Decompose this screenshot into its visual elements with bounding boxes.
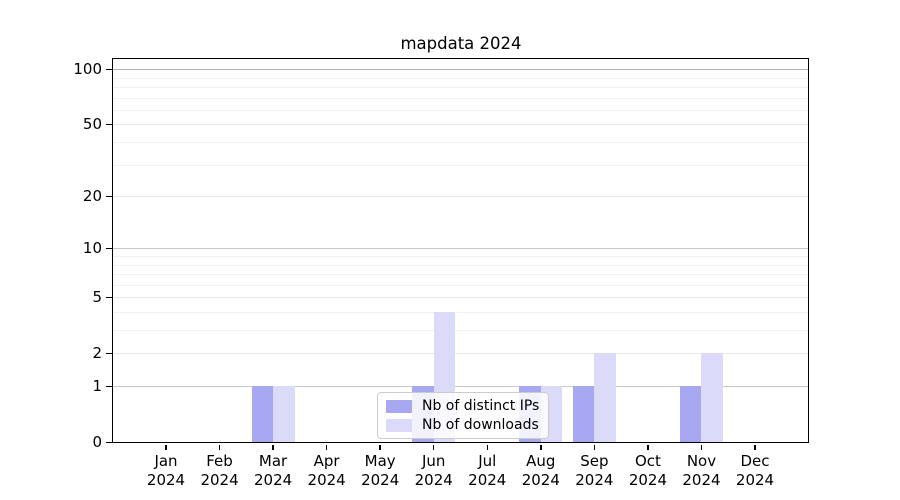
bar-nb-of-distinct-ips-nov [679, 386, 702, 442]
y-tick-mark [106, 247, 112, 250]
minor-gridline [113, 142, 808, 144]
x-tick-label-aug: Aug 2024 [521, 452, 560, 489]
minor-gridline [113, 97, 808, 99]
bar-nb-of-downloads-nov [701, 353, 723, 442]
x-tick-label-jan: Jan 2024 [146, 452, 186, 489]
y-tick-label: 2 [92, 344, 102, 363]
y-tick-mark [106, 68, 112, 71]
y-tick-mark [106, 123, 112, 126]
major-gridline [113, 248, 808, 250]
legend-label: Nb of distinct IPs [422, 398, 540, 414]
major-gridline [113, 297, 808, 299]
y-tick-label: 5 [92, 288, 102, 307]
minor-gridline [113, 164, 808, 166]
x-tick-mark [754, 445, 756, 450]
minor-gridline [113, 87, 808, 89]
minor-gridline [113, 264, 808, 266]
y-tick-mark [106, 385, 112, 387]
bar-nb-of-distinct-ips-sep [572, 386, 595, 442]
y-tick-mark [106, 195, 112, 198]
x-tick-label-oct: Oct 2024 [628, 452, 667, 489]
y-tick-label: 10 [82, 239, 102, 258]
y-tick-mark [106, 296, 112, 299]
x-tick-label-apr: Apr 2024 [307, 452, 346, 489]
legend: Nb of distinct IPs Nb of downloads [377, 392, 550, 439]
minor-gridline [113, 256, 808, 257]
x-tick-label-may: May 2024 [361, 452, 400, 489]
minor-gridline [113, 274, 808, 276]
legend-item-distinct-ips: Nb of distinct IPs [386, 398, 539, 414]
x-tick-mark [700, 445, 703, 450]
chart-title: mapdata 2024 [400, 34, 522, 53]
x-tick-mark [325, 445, 328, 450]
x-tick-label-jun: Jun 2024 [414, 452, 453, 489]
minor-gridline [113, 284, 808, 286]
minor-gridline [113, 330, 808, 332]
major-gridline [113, 196, 808, 198]
legend-label: Nb of downloads [422, 417, 539, 433]
bar-nb-of-distinct-ips-mar [251, 386, 274, 442]
y-tick-label: 100 [73, 60, 102, 79]
major-gridline [113, 69, 808, 71]
plot-area [112, 58, 809, 443]
x-tick-mark [486, 445, 489, 450]
major-gridline [113, 124, 808, 126]
x-tick-mark [432, 445, 435, 450]
y-tick-label: 20 [82, 187, 102, 206]
legend-swatch-distinct-ips-icon [386, 399, 412, 413]
x-tick-mark [540, 445, 542, 450]
x-tick-label-feb: Feb 2024 [200, 452, 239, 489]
x-tick-mark [272, 445, 274, 450]
legend-swatch-downloads-icon [386, 418, 412, 432]
y-tick-label: 50 [82, 115, 102, 134]
x-tick-label-sep: Sep 2024 [575, 452, 614, 489]
y-tick-mark [106, 441, 112, 443]
x-tick-label-dec: Dec 2024 [735, 452, 775, 489]
x-tick-label-mar: Mar 2024 [253, 452, 293, 489]
x-tick-mark [647, 445, 649, 450]
x-tick-mark [379, 445, 381, 450]
major-gridline [113, 386, 808, 387]
x-tick-mark [165, 445, 167, 450]
legend-item-downloads: Nb of downloads [386, 417, 539, 433]
x-tick-mark [218, 445, 221, 450]
minor-gridline [113, 77, 808, 79]
y-tick-mark [106, 352, 112, 355]
bar-nb-of-downloads-sep [594, 353, 616, 442]
minor-gridline [113, 311, 808, 313]
x-tick-mark [593, 445, 596, 450]
bar-nb-of-downloads-mar [273, 386, 295, 442]
minor-gridline [113, 109, 808, 111]
y-tick-label: 0 [92, 433, 102, 451]
x-tick-label-jul: Jul 2024 [468, 452, 507, 489]
x-tick-label-nov: Nov 2024 [682, 452, 721, 489]
major-gridline [113, 353, 808, 355]
y-tick-label: 1 [92, 377, 102, 395]
